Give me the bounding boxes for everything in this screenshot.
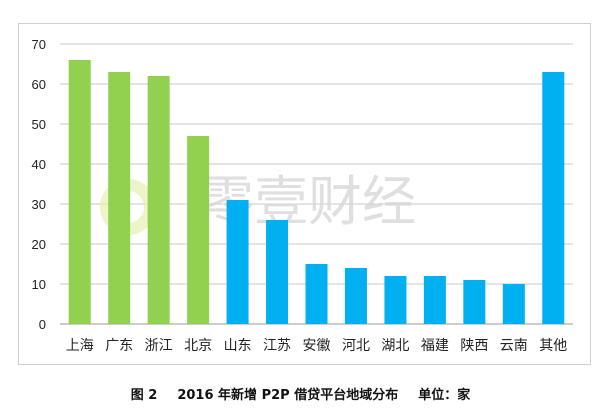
x-tick-label: 湖北 xyxy=(381,338,409,354)
bar-上海 xyxy=(68,60,91,324)
chart-frame xyxy=(18,23,591,365)
y-tick-label: 60 xyxy=(32,77,46,92)
x-tick-label: 福建 xyxy=(421,338,449,354)
bar-云南 xyxy=(502,284,525,324)
bar-chart: 010203040506070零壹财经上海 广东 浙江 北京 山东 江苏 安徽 河北 湖北 福建陕… xyxy=(32,37,573,354)
bar-北京 xyxy=(187,136,210,324)
x-tick-label: 浙江 xyxy=(145,338,173,354)
y-tick-label: 10 xyxy=(32,277,46,292)
bar-其他 xyxy=(542,72,565,324)
bar-安徽 xyxy=(305,264,328,324)
y-tick-label: 0 xyxy=(39,317,46,332)
x-tick-label: 河北 xyxy=(342,338,370,354)
bar-湖北 xyxy=(384,276,407,324)
bar-河北 xyxy=(344,268,367,324)
bar-山东 xyxy=(226,200,249,324)
bar-福建 xyxy=(423,276,446,324)
x-tick-label: 江苏 xyxy=(263,338,291,354)
y-tick-label: 70 xyxy=(32,37,46,52)
bar-陕西 xyxy=(463,280,486,324)
caption-text: 2016 年新增 P2P 借贷平台地域分布 xyxy=(177,388,399,403)
bar-江苏 xyxy=(266,220,289,324)
y-tick-label: 20 xyxy=(32,237,46,252)
y-tick-label: 40 xyxy=(32,157,46,172)
x-tick-label: 云南 xyxy=(500,338,528,354)
x-tick-label: 陕西 xyxy=(460,338,488,354)
x-tick-label: 安徽 xyxy=(303,338,331,354)
bar-广东 xyxy=(108,72,131,324)
x-tick-label: 广东 xyxy=(105,338,133,354)
caption-unit: 单位：家 xyxy=(418,388,471,403)
caption-figure: 图 2 xyxy=(130,388,158,403)
x-tick-label: 上海 xyxy=(66,338,94,354)
y-tick-label: 30 xyxy=(32,197,46,212)
x-tick-label: 北京 xyxy=(184,338,212,354)
chart-caption: 图 2 2016 年新增 P2P 借贷平台地域分布 单位：家 xyxy=(0,384,601,403)
y-tick-label: 50 xyxy=(32,117,46,132)
bar-浙江 xyxy=(147,76,170,324)
x-tick-label: 山东 xyxy=(224,338,252,354)
x-tick-label: 其他 xyxy=(539,338,567,354)
